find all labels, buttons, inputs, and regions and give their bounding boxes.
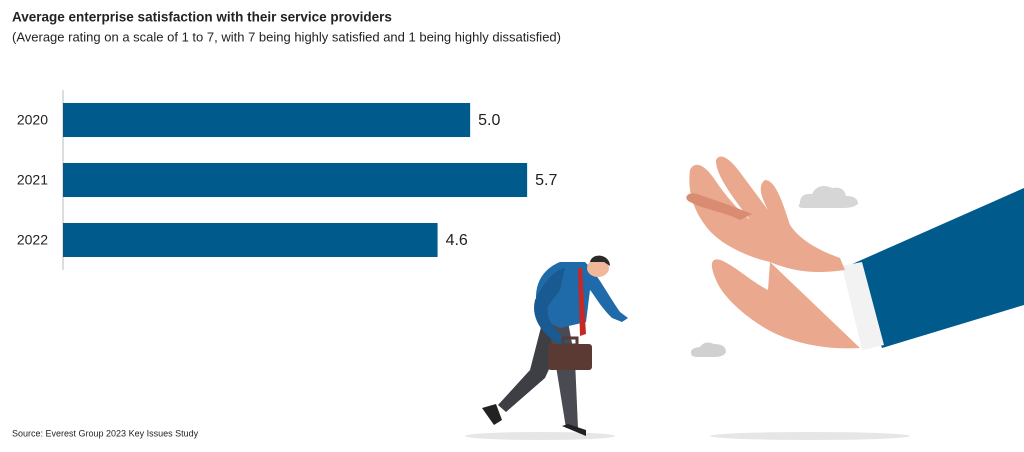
value-label: 5.0 (478, 112, 500, 129)
bar (63, 103, 471, 137)
value-label: 4.6 (446, 232, 468, 249)
value-label: 5.7 (535, 172, 557, 189)
illustration (465, 156, 1024, 440)
y-tick-label: 2022 (17, 232, 48, 248)
chart-subtitle: (Average rating on a scale of 1 to 7, wi… (12, 29, 561, 44)
bar (63, 163, 528, 197)
chart-title: Average enterprise satisfaction with the… (12, 10, 392, 25)
y-tick-label: 2021 (17, 172, 48, 188)
source-note: Source: Everest Group 2023 Key Issues St… (12, 428, 199, 438)
y-tick-label: 2020 (17, 112, 48, 128)
bar (63, 223, 438, 257)
